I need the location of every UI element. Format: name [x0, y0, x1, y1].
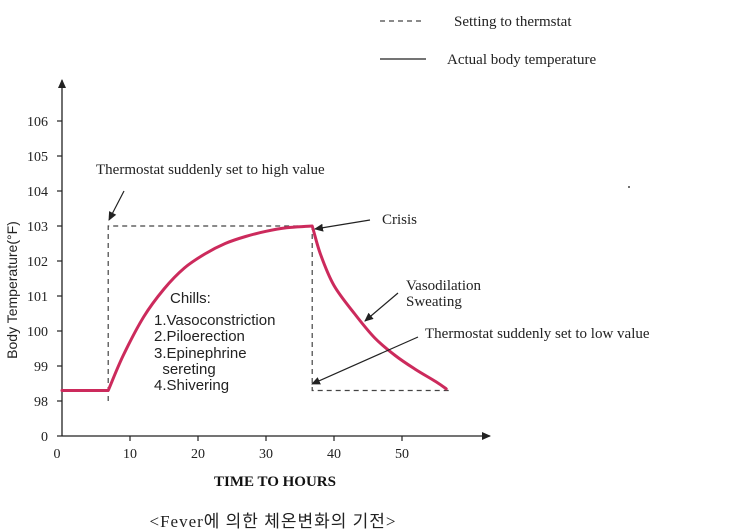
chills-item-4: 4.Shivering	[154, 377, 229, 394]
chart-caption: <Fever에 의한 체온변화의 기전>	[149, 512, 396, 531]
chills-item-1: 1.Vasoconstriction	[154, 312, 275, 329]
x-tick-label: 10	[123, 447, 137, 462]
y-tick-label: 98	[34, 395, 48, 410]
y-tick-label: 99	[34, 360, 48, 375]
x-ticks: 0 10 20 30 40 50	[54, 436, 409, 462]
annotations: Thermostat suddenly set to high value Cr…	[96, 162, 650, 394]
arrow-crisis	[314, 219, 371, 232]
y-tick-label: 102	[27, 255, 48, 270]
chills-item-3b: sereting	[154, 361, 216, 378]
annotation-sweating: Sweating	[406, 294, 462, 310]
annotation-low: Thermostat suddenly set to low value	[425, 326, 650, 342]
chills-title: Chills:	[170, 290, 211, 307]
legend: Setting to thermstat Actual body tempera…	[380, 14, 596, 68]
annotation-high: Thermostat suddenly set to high value	[96, 162, 325, 178]
y-ticks: 0 98 99 100 101 102 103 104 105 106	[27, 115, 62, 445]
legend-setting-label: Setting to thermstat	[454, 14, 572, 30]
y-tick-label: 105	[27, 150, 48, 165]
x-tick-label: 50	[395, 447, 409, 462]
arrow-high	[108, 190, 125, 221]
annotation-crisis: Crisis	[382, 212, 417, 228]
annotation-vasodilation: Vasodilation	[406, 278, 481, 294]
chills-item-2: 2.Piloerection	[154, 328, 245, 345]
legend-actual-label: Actual body temperature	[447, 52, 596, 68]
x-tick-label: 0	[54, 447, 61, 462]
arrow-vasodilation	[364, 292, 399, 322]
arrow-low	[311, 336, 419, 385]
x-axis-label: TIME TO HOURS	[214, 474, 336, 490]
x-tick-label: 30	[259, 447, 273, 462]
stray-dot	[628, 186, 630, 188]
series-actual-line	[60, 224, 448, 392]
y-tick-label: 106	[27, 115, 48, 130]
y-tick-label: 103	[27, 220, 48, 235]
x-tick-label: 40	[327, 447, 341, 462]
y-tick-label: 101	[27, 290, 48, 305]
chills-item-3: 3.Epinephrine	[154, 345, 247, 362]
y-tick-label: 0	[41, 430, 48, 445]
y-tick-label: 100	[27, 325, 48, 340]
y-axis-label: Body Temperature(°F)	[4, 221, 20, 359]
x-tick-label: 20	[191, 447, 205, 462]
y-tick-label: 104	[27, 185, 48, 200]
